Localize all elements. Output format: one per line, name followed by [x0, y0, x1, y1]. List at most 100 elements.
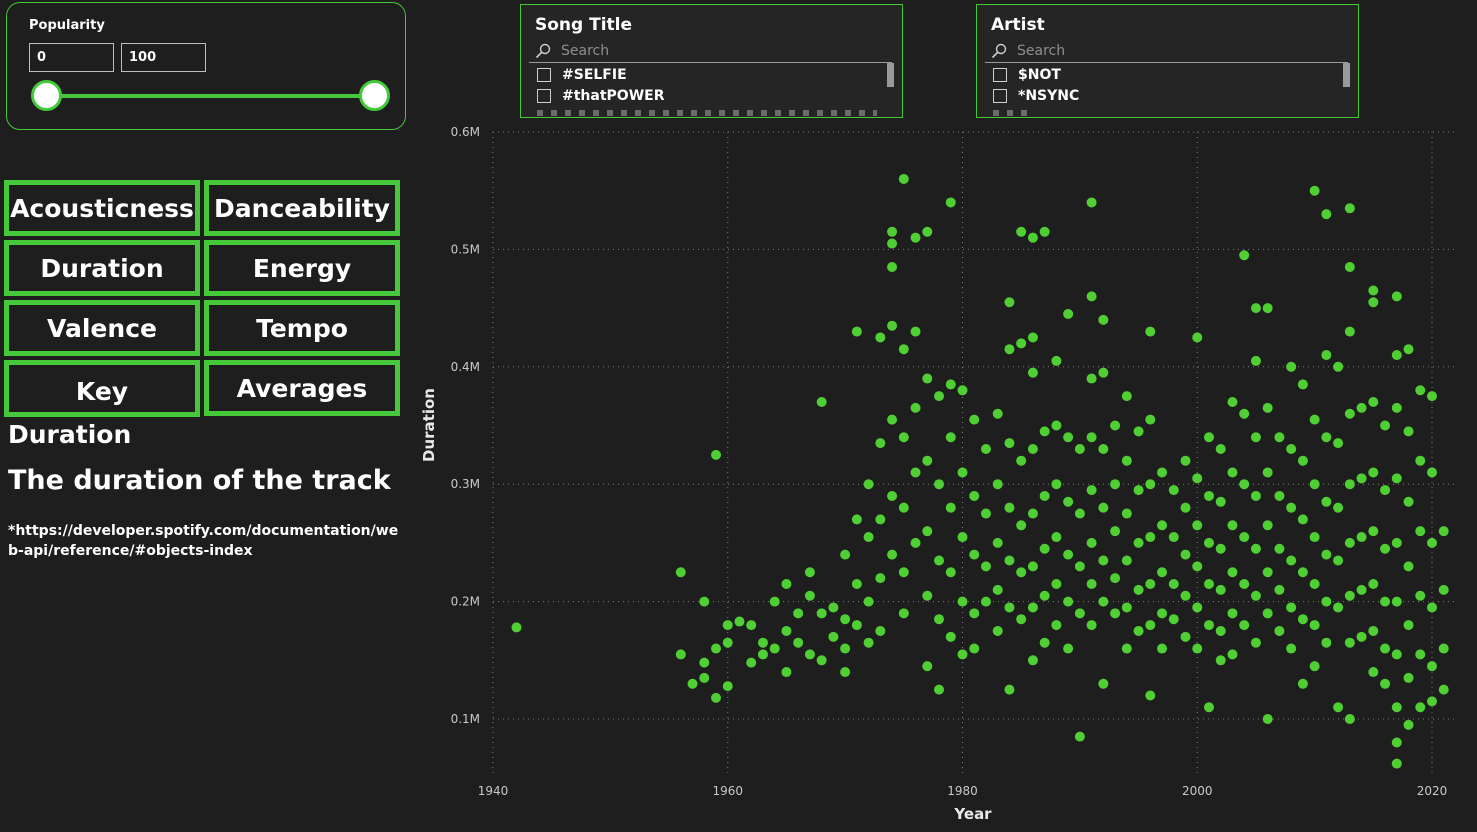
data-point	[910, 467, 921, 478]
data-point	[1286, 502, 1297, 513]
data-point	[1356, 631, 1367, 642]
data-point	[945, 567, 956, 578]
data-point	[1098, 314, 1109, 325]
data-point	[1333, 602, 1344, 613]
data-point	[1016, 520, 1027, 531]
data-point	[1427, 467, 1437, 478]
song-title-scrollbar[interactable]	[887, 63, 894, 87]
artist-slicer-title: Artist	[991, 15, 1045, 35]
popularity-max-input[interactable]: 100	[121, 43, 206, 72]
checkbox-icon[interactable]	[993, 89, 1007, 103]
y-tick-label: 0.6M	[451, 125, 480, 139]
data-point	[1297, 614, 1308, 625]
checkbox-icon[interactable]	[537, 89, 551, 103]
valence-button[interactable]: Valence	[4, 300, 200, 356]
duration-scatter-chart: 0.1M 0.2M 0.3M 0.4M 0.5M 0.6M 1940 1960 1980 2000…	[410, 120, 1477, 832]
data-point	[1368, 526, 1379, 537]
data-point	[1380, 420, 1391, 431]
averages-button[interactable]: Averages	[204, 360, 400, 416]
duration-button[interactable]: Duration	[4, 240, 200, 296]
data-point	[1427, 602, 1437, 613]
data-point	[1333, 438, 1344, 449]
data-point	[1356, 532, 1367, 543]
data-point	[687, 678, 698, 689]
data-point	[1027, 655, 1038, 666]
data-point	[1098, 367, 1109, 378]
data-point	[1133, 537, 1144, 548]
data-point	[734, 616, 745, 627]
data-point	[1098, 678, 1109, 689]
data-point	[1168, 614, 1179, 625]
data-point	[1027, 443, 1038, 454]
data-point	[1262, 467, 1273, 478]
data-point	[1321, 637, 1332, 648]
data-point	[1016, 226, 1027, 237]
data-point	[922, 455, 933, 466]
popularity-slider-track[interactable]	[47, 94, 377, 98]
danceability-button[interactable]: Danceability	[204, 180, 400, 236]
data-point	[1121, 508, 1132, 519]
data-point	[980, 508, 991, 519]
data-point	[898, 567, 909, 578]
data-point	[711, 449, 722, 460]
checkbox-icon[interactable]	[993, 68, 1007, 82]
data-point	[1239, 479, 1250, 490]
data-point	[910, 232, 921, 243]
data-point	[875, 573, 886, 584]
data-point	[1262, 608, 1273, 619]
data-point	[840, 549, 851, 560]
data-point	[1391, 402, 1402, 413]
checkbox-icon[interactable]	[537, 68, 551, 82]
data-point	[1121, 555, 1132, 566]
data-point	[1004, 344, 1015, 355]
data-point	[898, 502, 909, 513]
data-point	[1344, 537, 1355, 548]
data-point	[1016, 455, 1027, 466]
data-point	[992, 625, 1003, 636]
data-point	[1333, 702, 1344, 713]
tempo-button[interactable]: Tempo	[204, 300, 400, 356]
data-point	[1403, 496, 1414, 507]
acousticness-button[interactable]: Acousticness	[4, 180, 200, 236]
data-point	[840, 667, 851, 678]
artist-item[interactable]: $NOT	[993, 66, 1061, 84]
popularity-max-handle[interactable]	[359, 80, 390, 111]
data-point	[1180, 502, 1191, 513]
metric-source-link[interactable]: *https://developer.spotify.com/documenta…	[8, 523, 399, 559]
search-icon	[991, 43, 1007, 59]
popularity-min-handle[interactable]	[31, 80, 62, 111]
data-point	[1039, 543, 1050, 554]
data-point	[934, 391, 945, 402]
artist-scrollbar[interactable]	[1343, 63, 1350, 87]
data-point	[1051, 479, 1062, 490]
data-point	[1004, 297, 1015, 308]
song-title-item[interactable]: #thatPOWER	[537, 87, 664, 105]
data-point	[887, 414, 898, 425]
data-point	[1286, 602, 1297, 613]
key-button[interactable]: Key	[4, 360, 200, 417]
artist-search-input[interactable]: Search	[985, 41, 1348, 63]
data-point	[969, 490, 980, 501]
data-point	[887, 262, 898, 273]
scatter-plot-svg: 0.1M 0.2M 0.3M 0.4M 0.5M 0.6M 1940 1960 1980 2000…	[420, 125, 1456, 823]
data-point	[1016, 338, 1027, 349]
data-point	[1051, 620, 1062, 631]
data-point	[1039, 490, 1050, 501]
data-point	[1051, 355, 1062, 366]
data-point	[1063, 432, 1074, 443]
data-point	[699, 657, 710, 668]
artist-item[interactable]: *NSYNC	[993, 87, 1079, 105]
data-point	[722, 620, 733, 631]
song-title-search-input[interactable]: Search	[529, 41, 892, 63]
data-point	[1027, 232, 1038, 243]
data-point	[1215, 496, 1226, 507]
data-point	[1133, 625, 1144, 636]
data-point	[1438, 643, 1449, 654]
song-title-item[interactable]: #SELFIE	[537, 66, 627, 84]
data-point	[875, 438, 886, 449]
data-point	[1427, 391, 1437, 402]
artist-item-label: *NSYNC	[1018, 88, 1080, 104]
energy-button[interactable]: Energy	[204, 240, 400, 296]
data-point	[804, 649, 815, 660]
popularity-min-input[interactable]: 0	[29, 43, 114, 72]
